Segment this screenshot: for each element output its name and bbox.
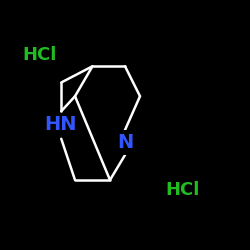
Text: HCl: HCl <box>165 181 200 199</box>
Text: HN: HN <box>44 116 76 134</box>
Text: HCl: HCl <box>23 46 57 64</box>
Text: N: N <box>117 133 133 152</box>
